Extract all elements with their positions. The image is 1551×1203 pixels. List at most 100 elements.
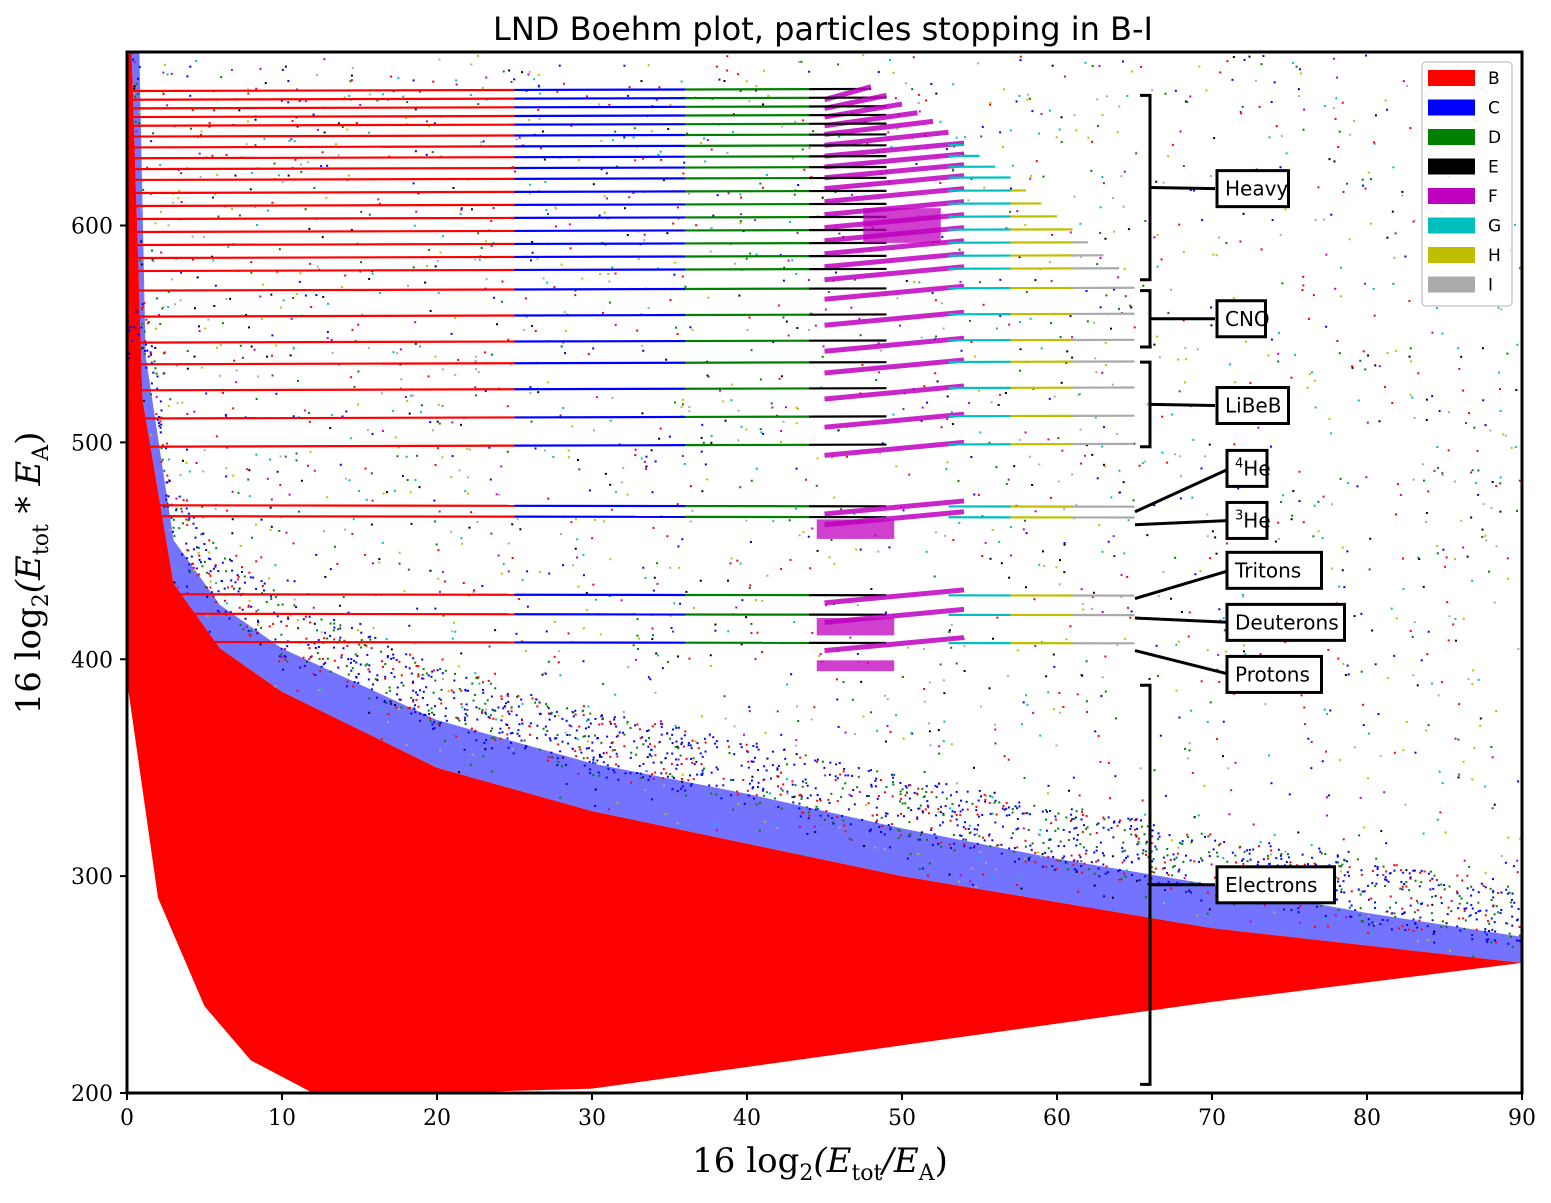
halo-point [478,707,481,710]
noise-point [793,621,796,624]
noise-point [814,324,817,327]
noise-point [1083,454,1086,457]
halo-point [1371,869,1374,872]
noise-point [1070,854,1073,857]
noise-point [490,532,493,535]
noise-point [1061,449,1064,452]
halo-point [1234,854,1237,857]
noise-point [341,415,344,418]
noise-point [195,60,198,63]
noise-point [292,415,295,418]
halo-point [626,720,629,723]
halo-point [1200,832,1203,835]
halo-point [1492,890,1495,893]
noise-point [511,523,514,526]
noise-point [345,410,348,413]
noise-point [547,756,550,759]
noise-point [434,355,437,358]
noise-point [1232,56,1235,59]
noise-point [1270,782,1273,785]
noise-point [1037,851,1040,854]
noise-point [644,576,647,579]
noise-point [392,351,395,354]
halo-point [1400,869,1403,872]
halo-point [333,638,336,641]
noise-point [1007,674,1010,677]
noise-point [1028,97,1031,100]
noise-point [1366,354,1369,357]
halo-point [499,727,502,730]
noise-point [508,69,511,72]
halo-point [777,805,780,808]
noise-point [556,90,559,93]
halo-point [806,797,809,800]
halo-point [703,737,706,740]
noise-point [1019,321,1022,324]
halo-point [445,719,448,722]
noise-point [246,120,249,123]
noise-point [462,582,465,585]
noise-point [798,825,801,828]
noise-point [733,753,736,756]
halo-point [589,772,592,775]
noise-point [1310,741,1313,744]
noise-point [248,626,251,629]
halo-point [1464,919,1467,922]
noise-point [1500,308,1503,311]
halo-point [1390,912,1393,915]
halo-point [140,348,143,351]
noise-point [180,172,183,175]
halo-point [883,833,886,836]
halo-point [1509,935,1512,938]
noise-point [1502,433,1505,436]
halo-point [198,573,201,576]
halo-point [617,734,620,737]
halo-point [1335,889,1338,892]
noise-point [815,760,818,763]
halo-point [1000,852,1003,855]
noise-point [620,599,623,602]
halo-point [977,799,980,802]
noise-point [795,739,798,742]
noise-point [1436,466,1439,469]
noise-point [1118,491,1121,494]
noise-point [1038,833,1041,836]
halo-point [1297,911,1300,914]
halo-point [1418,919,1421,922]
x-tick-label: 0 [120,1106,134,1131]
halo-point [1440,902,1443,905]
halo-point [1370,897,1373,900]
halo-point [421,673,424,676]
noise-point [1422,832,1425,835]
noise-point [536,698,539,701]
bracket [1140,93,1152,282]
halo-point [396,686,399,689]
noise-point [208,122,211,125]
halo-point [1360,869,1363,872]
noise-point [939,181,942,184]
noise-point [909,852,912,855]
noise-point [614,130,617,133]
noise-point [277,174,280,177]
noise-point [232,407,235,410]
noise-point [859,548,862,551]
noise-point [942,327,945,330]
noise-point [1268,136,1271,139]
halo-point [1495,905,1498,908]
noise-point [1493,601,1496,604]
halo-point [167,495,170,498]
noise-point [279,455,282,458]
halo-point [1409,877,1412,880]
noise-point [1214,536,1217,539]
halo-point [908,835,911,838]
track-segment [824,162,965,181]
halo-point [1248,852,1251,855]
noise-point [1171,143,1174,146]
halo-point [819,798,822,801]
noise-point [1091,596,1094,599]
noise-point [545,630,548,633]
noise-point [1122,481,1125,484]
noise-point [1073,195,1076,198]
track-segment [127,593,515,596]
halo-point [780,771,783,774]
